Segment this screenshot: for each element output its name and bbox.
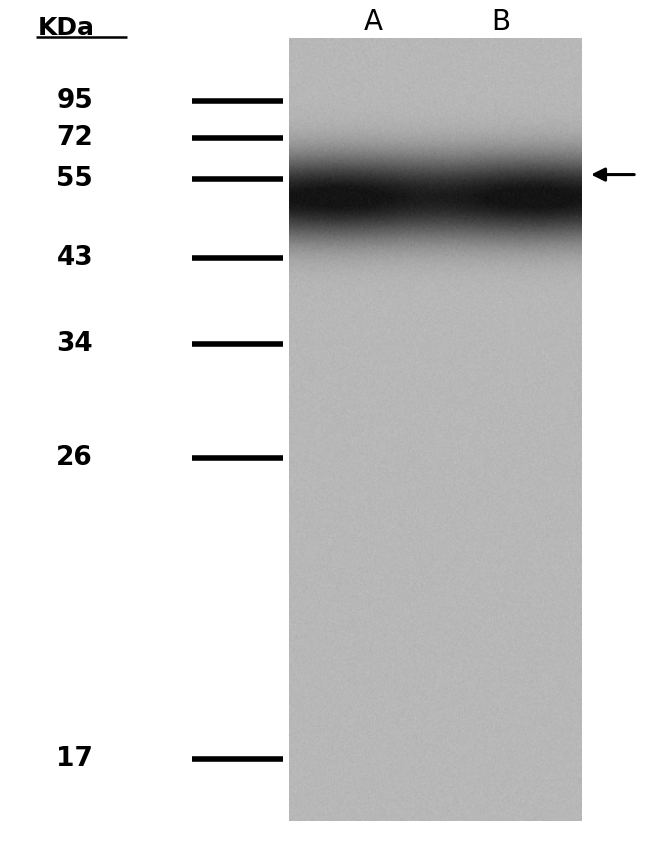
Text: A: A [364, 8, 384, 35]
Text: 72: 72 [57, 125, 93, 150]
Text: 95: 95 [57, 88, 93, 114]
Text: 43: 43 [57, 245, 93, 271]
Text: KDa: KDa [38, 15, 95, 40]
Text: B: B [491, 8, 510, 35]
Text: 55: 55 [57, 166, 93, 192]
Text: 34: 34 [57, 331, 93, 357]
Text: 17: 17 [57, 746, 93, 771]
Text: 26: 26 [57, 445, 93, 470]
